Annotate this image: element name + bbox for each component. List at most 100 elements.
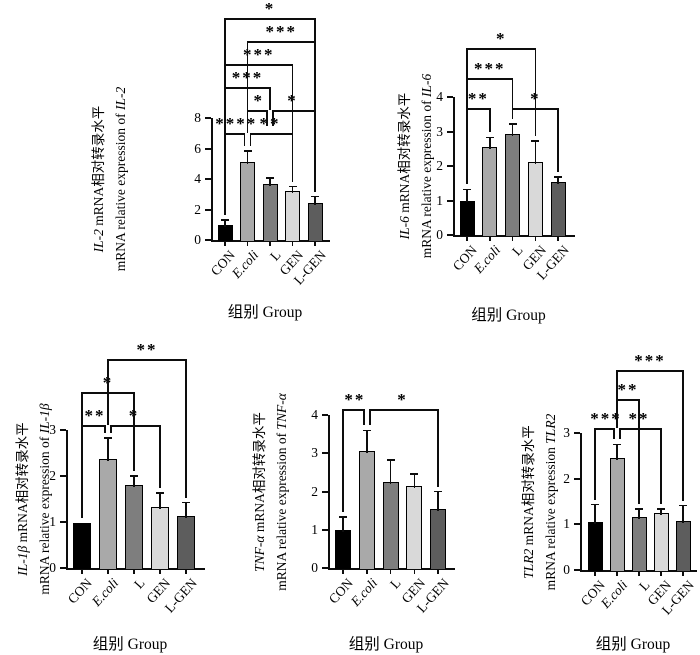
y-tick-label: 3 xyxy=(49,422,56,437)
y-tick-mark xyxy=(574,432,580,434)
sig-bracket-line xyxy=(224,133,246,135)
bar-GEN xyxy=(527,161,543,236)
x-tick-mark xyxy=(81,570,83,574)
bar-E.coli xyxy=(482,147,498,236)
y-tick-label: 4 xyxy=(194,171,201,186)
error-bar-cap xyxy=(679,504,687,507)
y-tick-label: 1 xyxy=(436,192,443,208)
y-tick-label: 0 xyxy=(563,562,570,577)
sig-bracket-leg xyxy=(224,18,226,64)
sig-bracket-leg xyxy=(81,425,83,519)
bar-GEN xyxy=(285,191,300,241)
bar-GEN xyxy=(406,485,423,569)
x-tick-mark xyxy=(594,572,596,576)
x-axis-line xyxy=(580,570,697,572)
bar-CON xyxy=(459,200,475,236)
bar-L xyxy=(262,184,278,241)
y-tick-label: 2 xyxy=(194,201,201,217)
sig-bracket-leg xyxy=(466,78,468,108)
significance-stars: *** xyxy=(590,409,622,428)
error-bar-line xyxy=(342,517,344,532)
x-tick-mark xyxy=(638,572,640,576)
error-bar-cap xyxy=(182,501,190,504)
sig-bracket-leg xyxy=(291,133,294,182)
sig-bracket-leg xyxy=(243,133,246,146)
error-bar-line xyxy=(159,493,161,509)
x-tick-mark xyxy=(133,570,135,574)
y-tick-label: 8 xyxy=(194,110,201,125)
sig-bracket-leg xyxy=(314,41,316,110)
sig-bracket-leg xyxy=(613,428,615,440)
y-axis-label-cn: IL-2 mRNA相对转录水平 xyxy=(88,87,110,271)
y-tick-mark xyxy=(322,567,328,569)
gene-symbol: TLR2 xyxy=(521,548,536,579)
significance-stars: ** xyxy=(599,410,679,428)
significance-stars: * xyxy=(397,390,408,409)
sig-bracket-leg xyxy=(224,64,226,87)
sig-bracket-line xyxy=(246,110,268,112)
gene-symbol: IL-1β xyxy=(15,545,30,576)
sig-bracket-leg xyxy=(682,370,684,501)
y-tick-label: 1 xyxy=(563,516,570,532)
chart-TLR2: TLR2 mRNA相对转录水平 mRNA relative expression … xyxy=(465,330,700,655)
sig-bracket-line xyxy=(616,370,684,372)
y-tick-mark xyxy=(574,569,580,571)
sig-bracket-leg xyxy=(185,359,187,498)
chart-IL-1β: IL-1β mRNA相对转录水平 mRNA relative expression… xyxy=(0,330,240,655)
error-bar-line xyxy=(437,491,439,511)
y-tick-label: 4 xyxy=(311,407,318,422)
y-tick-label: 0 xyxy=(311,560,318,575)
error-bar-cap xyxy=(339,516,347,518)
bar-GEN xyxy=(653,512,669,571)
sig-bracket-line xyxy=(249,133,294,135)
sig-bracket-line xyxy=(110,425,161,427)
error-bar-cap xyxy=(531,140,540,142)
bar-L-GEN xyxy=(550,181,566,236)
y-axis-label-en: mRNA relative expression of TNF-α xyxy=(271,393,293,591)
sig-bracket-leg xyxy=(534,48,537,137)
significance-stars: ** xyxy=(344,390,366,409)
bar-L-GEN xyxy=(675,520,691,571)
bar-CON xyxy=(335,529,351,569)
error-bar-cap xyxy=(463,188,471,191)
y-tick-label: 6 xyxy=(194,140,201,156)
significance-stars: * xyxy=(495,29,507,48)
x-tick-mark xyxy=(682,572,684,576)
sig-bracket-leg xyxy=(511,108,514,119)
y-axis-label: TNF-α mRNA相对转录水平 mRNA relative expression… xyxy=(249,393,293,591)
x-tick-mark xyxy=(389,570,392,574)
sig-bracket-leg xyxy=(269,87,271,110)
sig-bracket-line xyxy=(224,18,316,20)
y-tick-mark xyxy=(205,117,211,119)
error-bar-cap xyxy=(657,508,665,511)
error-bar-cap xyxy=(613,443,621,446)
sig-bracket-leg xyxy=(368,409,371,425)
sig-bracket-leg xyxy=(362,409,365,425)
x-tick-label-L: L xyxy=(387,575,405,592)
sig-bracket-line xyxy=(368,409,440,411)
sig-bracket-leg xyxy=(224,87,226,133)
x-axis-line xyxy=(328,568,455,570)
gene-symbol: TNF-α xyxy=(252,535,267,572)
y-tick-label: 2 xyxy=(563,470,570,486)
error-bar-line xyxy=(413,474,416,488)
sig-bracket-leg xyxy=(314,110,316,192)
x-tick-mark xyxy=(437,570,439,574)
bar-E.coli xyxy=(240,162,255,241)
sig-bracket-line xyxy=(594,428,615,430)
x-tick-label-CON: CON xyxy=(65,575,96,607)
x-tick-mark xyxy=(291,242,294,246)
x-axis-line xyxy=(453,235,575,237)
bar-L xyxy=(125,485,143,569)
y-axis-line xyxy=(211,118,213,242)
sig-bracket-leg xyxy=(511,78,514,108)
significance-stars: ** xyxy=(84,406,106,425)
sig-bracket-line xyxy=(619,428,662,430)
y-tick-mark xyxy=(60,475,66,477)
x-tick-mark xyxy=(246,242,249,246)
y-axis-label-cn: IL-6 mRNA相对转录水平 xyxy=(394,74,416,258)
significance-stars: * xyxy=(68,374,148,392)
significance-stars: ** xyxy=(617,380,639,399)
x-tick-mark xyxy=(185,570,187,574)
y-axis-label-cn: TNF-α mRNA相对转录水平 xyxy=(249,393,271,591)
